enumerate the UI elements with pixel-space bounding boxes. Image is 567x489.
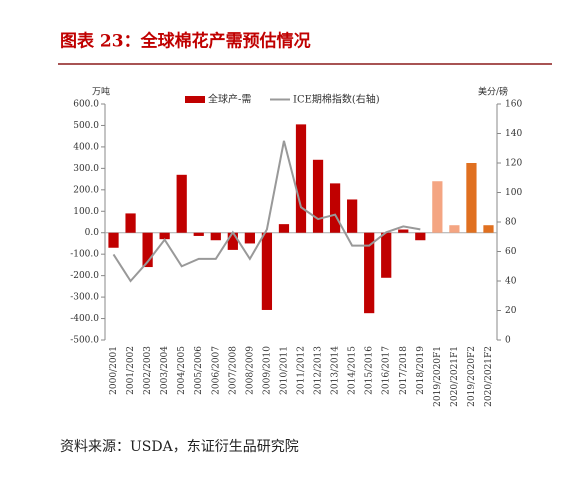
bar	[159, 232, 170, 240]
x-tick-label: 2019/2020F1	[433, 346, 443, 407]
y2-tick-label: 160	[505, 100, 522, 110]
x-tick-label: 2000/2001	[109, 346, 119, 395]
bar	[193, 232, 204, 236]
y2-tick-label: 120	[505, 159, 522, 169]
y2-tick-label: 100	[505, 188, 522, 198]
bar	[244, 232, 255, 244]
y2-tick-label: 80	[505, 218, 517, 228]
y2-unit: 美分/磅	[478, 86, 508, 98]
x-tick-label: 2005/2006	[194, 346, 204, 395]
y-tick-label: -400.0	[70, 314, 99, 324]
x-tick-label: 2013/2014	[331, 346, 341, 395]
x-tick-label: 2020/2021F2	[484, 346, 494, 407]
y-unit: 万吨	[92, 86, 110, 98]
x-tick-label: 2015/2016	[365, 346, 375, 395]
x-tick-label: 2008/2009	[245, 346, 255, 395]
bar	[142, 232, 153, 268]
x-tick-label: 2017/2018	[399, 346, 409, 395]
y2-tick-label: 60	[505, 247, 517, 257]
x-tick-label: 2019/2020F2	[467, 346, 477, 407]
bar	[415, 232, 426, 241]
legend-label: ICE期棉指数(右轴)	[293, 93, 380, 106]
line	[112, 140, 421, 283]
bar	[108, 232, 119, 248]
chart-title: 图表 23：全球棉花产需预估情况	[60, 31, 311, 52]
legend-label: 全球产-需	[208, 93, 251, 106]
x-tick-label: 2011/2012	[297, 346, 307, 395]
x-tick-label: 2001/2002	[126, 346, 136, 395]
bar	[227, 232, 238, 250]
legend-swatch	[185, 96, 205, 103]
y2-tick-label: 20	[505, 306, 517, 316]
x-tick-label: 2018/2019	[416, 346, 426, 395]
bar	[398, 229, 409, 233]
x-tick-label: 2012/2013	[314, 346, 324, 395]
y-tick-label: 100.0	[73, 207, 99, 217]
y2-tick-label: 140	[505, 129, 522, 139]
source: 资料来源：USDA，东证衍生品研究院	[60, 439, 299, 455]
bar	[261, 232, 273, 310]
x-tick-label: 2014/2015	[348, 346, 358, 395]
x-tick-label: 2004/2005	[177, 346, 187, 395]
bar	[329, 183, 341, 233]
bar	[347, 199, 358, 233]
x-tick-label: 2003/2004	[160, 346, 170, 395]
x-tick-label: 2009/2010	[262, 346, 272, 395]
y-tick-label: -500.0	[70, 336, 99, 346]
y-tick-label: 500.0	[73, 121, 99, 131]
y2-tick-label: 40	[505, 277, 517, 287]
y-tick-label: -200.0	[70, 271, 99, 281]
y-tick-label: -100.0	[70, 250, 99, 260]
x-tick-label: 2006/2007	[211, 346, 221, 395]
x-tick-label: 2002/2003	[143, 346, 153, 395]
bar	[210, 232, 221, 241]
bar	[381, 232, 392, 278]
y-tick-label: 400.0	[73, 142, 99, 152]
bar	[278, 224, 290, 233]
y2-tick-label: 0	[505, 336, 511, 346]
bar	[466, 163, 477, 233]
bar	[125, 213, 136, 233]
x-tick-label: 2007/2008	[228, 346, 238, 395]
bar	[176, 174, 187, 233]
x-tick-label: 2010/2011	[279, 346, 289, 395]
x-tick-label: 2016/2017	[382, 346, 392, 395]
bar	[295, 124, 307, 233]
bar	[312, 159, 324, 233]
bar	[432, 181, 443, 233]
y-tick-label: 0.0	[85, 228, 100, 238]
bar	[364, 232, 375, 314]
bar	[483, 225, 494, 233]
y-tick-label: 300.0	[73, 164, 99, 174]
y-tick-label: 200.0	[73, 185, 99, 195]
y-tick-label: -300.0	[70, 293, 99, 303]
y-tick-label: 600.0	[73, 100, 99, 110]
x-tick-label: 2020/2021F1	[450, 346, 460, 407]
bar	[449, 225, 460, 233]
